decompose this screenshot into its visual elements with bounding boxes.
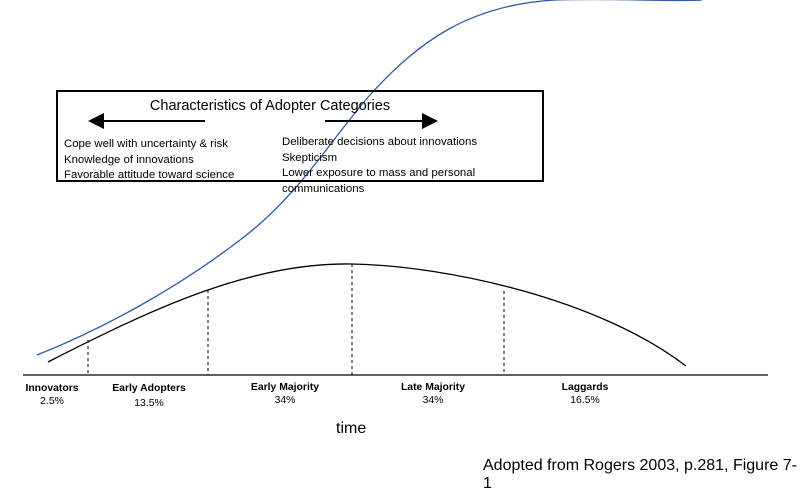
category-percent: 34%: [422, 395, 444, 406]
cumulative-adoption-curve: [36, 0, 703, 356]
source-credit: Adopted from Rogers 2003, p.281, Figure …: [483, 457, 797, 492]
category-percent: 13.5%: [134, 398, 164, 409]
category-name: Early Adopters: [112, 383, 186, 394]
category-early-adopters: Early Adopters 13.5%: [94, 382, 204, 410]
category-name: Laggards: [561, 382, 609, 393]
category-percent: 2.5%: [40, 396, 64, 407]
category-innovators: Innovators 2.5%: [22, 382, 82, 408]
characteristics-box: Characteristics of Adopter Categories Co…: [56, 90, 544, 195]
category-name: Innovators: [25, 383, 79, 394]
category-early-majority: Early Majority 34%: [230, 381, 340, 407]
right-item: Skepticism: [282, 151, 338, 164]
time-axis-label: time: [336, 420, 367, 437]
left-item: Knowledge of innovations: [64, 153, 194, 166]
diffusion-diagram: [23, 0, 768, 376]
right-characteristics-list: Deliberate decisions about innovations S…: [282, 135, 542, 197]
category-name: Early Majority: [250, 382, 320, 393]
category-percent: 34%: [274, 395, 296, 406]
left-item: Cope well with uncertainty & risk: [64, 138, 228, 150]
box-title: Characteristics of Adopter Categories: [149, 98, 391, 114]
category-laggards: Laggards 16.5%: [530, 381, 640, 407]
adopter-distribution-curve: [47, 263, 687, 367]
right-item: Lower exposure to mass and personal comm…: [282, 167, 476, 195]
category-percent: 16.5%: [570, 395, 600, 406]
category-name: Late Majority: [400, 382, 466, 393]
right-item: Deliberate decisions about innovations: [282, 136, 478, 148]
left-characteristics-list: Cope well with uncertainty & risk Knowle…: [64, 137, 234, 184]
category-late-majority: Late Majority 34%: [378, 381, 488, 407]
left-item: Favorable attitude toward science: [64, 169, 235, 181]
